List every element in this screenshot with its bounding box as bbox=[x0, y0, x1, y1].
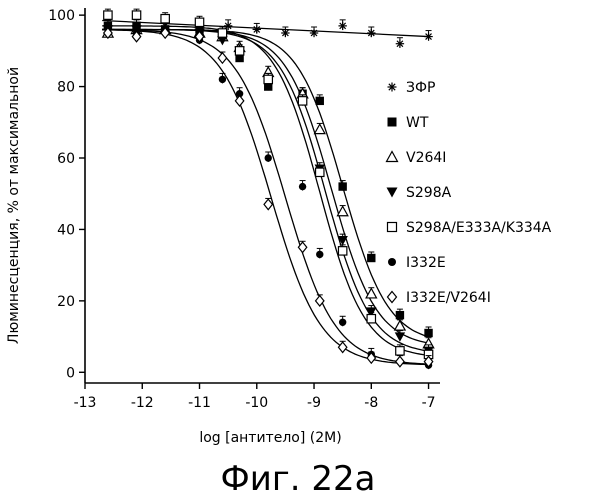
legend-label: V264I bbox=[406, 150, 446, 166]
x-tick-label: -8 bbox=[364, 395, 378, 411]
open-triangle-marker bbox=[337, 206, 347, 215]
figure-caption: Фиг. 22а bbox=[221, 459, 376, 499]
data-marks bbox=[102, 9, 434, 369]
open-diamond-marker bbox=[338, 342, 346, 352]
axes: -13 -12 -11 -10 -9 -8 -7 0 20 40 60 80 100 bbox=[48, 8, 440, 411]
legend: ЗФР WT V264I S298A S298A/E333A/K334A I332E I33… bbox=[387, 80, 552, 306]
x-axis-label: log [антитело] (2M) bbox=[199, 430, 341, 446]
open-diamond-marker bbox=[218, 53, 226, 63]
open-square-marker bbox=[218, 29, 226, 37]
filled-square-marker bbox=[388, 118, 397, 127]
filled-circle-marker bbox=[316, 251, 323, 258]
filled-square-marker bbox=[424, 329, 432, 337]
open-square-marker bbox=[161, 15, 169, 23]
open-square-marker bbox=[195, 18, 203, 26]
open-square-marker bbox=[264, 75, 272, 83]
legend-label: S298A bbox=[406, 185, 452, 201]
filled-square-marker bbox=[367, 254, 375, 262]
open-triangle-marker bbox=[395, 321, 405, 330]
x-tick-label: -7 bbox=[422, 395, 436, 411]
y-tick-label: 100 bbox=[48, 8, 75, 24]
legend-label: ЗФР bbox=[406, 80, 435, 96]
y-tick-label: 60 bbox=[57, 151, 75, 167]
open-square-marker bbox=[396, 347, 404, 355]
open-diamond-marker bbox=[388, 292, 397, 303]
open-square-marker bbox=[104, 11, 112, 19]
open-square-marker bbox=[235, 47, 243, 55]
open-triangle-marker bbox=[315, 124, 325, 133]
legend-label: I332E/V264I bbox=[406, 290, 491, 306]
stray-mark: ˗ bbox=[456, 284, 460, 300]
open-diamond-marker bbox=[396, 356, 404, 366]
y-tick-label: 0 bbox=[66, 365, 75, 381]
y-axis-label: Люминесценция, % от максимальной bbox=[6, 67, 22, 344]
fit-curve bbox=[102, 21, 428, 37]
legend-label: I332E bbox=[406, 255, 446, 271]
open-square-marker bbox=[316, 168, 324, 176]
y-tick-label: 40 bbox=[57, 222, 75, 238]
open-square-marker bbox=[338, 247, 346, 255]
filled-square-marker bbox=[338, 182, 346, 190]
filled-circle-marker bbox=[299, 183, 306, 190]
open-diamond-marker bbox=[264, 199, 272, 209]
x-tick-label: -9 bbox=[307, 395, 321, 411]
filled-square-marker bbox=[396, 311, 404, 319]
y-tick-label: 20 bbox=[57, 294, 75, 310]
series-0 bbox=[102, 20, 433, 48]
filled-circle-marker bbox=[339, 319, 346, 326]
filled-square-marker bbox=[316, 97, 324, 105]
x-tick-label: -10 bbox=[245, 395, 268, 411]
open-square-marker bbox=[298, 97, 306, 105]
filled-down-triangle-marker bbox=[387, 188, 398, 198]
open-square-marker bbox=[367, 315, 375, 323]
filled-circle-marker bbox=[219, 76, 226, 83]
filled-circle-marker bbox=[265, 154, 272, 161]
x-tick-label: -12 bbox=[131, 395, 154, 411]
open-triangle-marker bbox=[387, 152, 398, 162]
legend-label: S298A/E333A/K334A bbox=[406, 220, 552, 236]
filled-circle-marker bbox=[388, 258, 396, 266]
open-square-marker bbox=[132, 11, 140, 19]
x-tick-label: -11 bbox=[188, 395, 211, 411]
open-square-marker bbox=[388, 223, 397, 232]
x-tick-label: -13 bbox=[74, 395, 97, 411]
y-tick-label: 80 bbox=[57, 80, 75, 96]
legend-label: WT bbox=[406, 115, 429, 131]
